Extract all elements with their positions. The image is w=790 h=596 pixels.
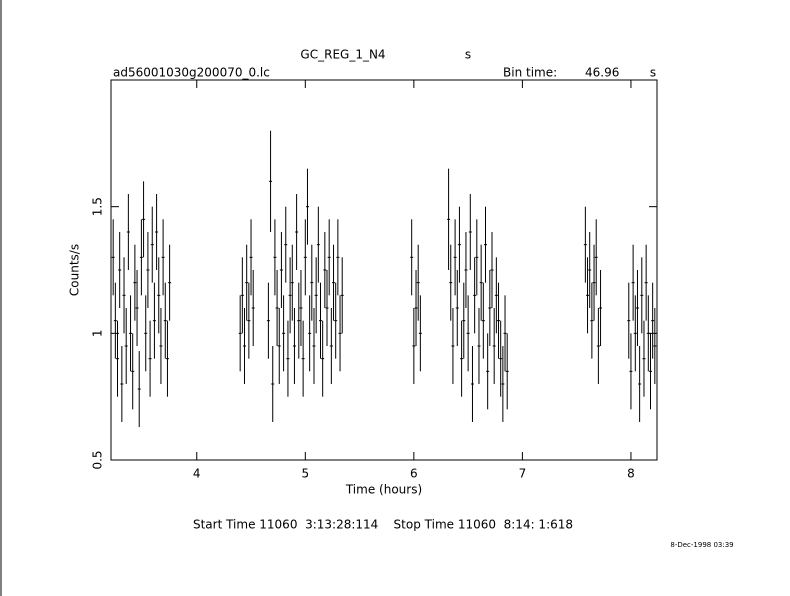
y-tick-label: 1.5 (91, 197, 105, 216)
bin-time-label: Bin time: (503, 66, 557, 80)
x-tick-label: 5 (301, 467, 309, 481)
bin-time: 46.96 (585, 66, 619, 80)
x-tick-label: 6 (410, 467, 418, 481)
x-tick-label: 7 (519, 467, 527, 481)
bin-time-unit: s (650, 66, 656, 80)
x-tick-label: 4 (193, 467, 201, 481)
title-unit: s (465, 48, 471, 62)
plot-date: 8-Dec-1998 03:39 (670, 541, 733, 549)
plot-frame (110, 79, 658, 461)
file-name: ad56001030g200070_0.lc (113, 66, 270, 80)
x-tick-label: 8 (627, 467, 635, 481)
y-axis-label: Counts/s (68, 244, 82, 296)
time-range: Start Time 11060 3:13:28:114 Stop Time 1… (193, 518, 573, 532)
y-tick-label: 1 (91, 330, 105, 338)
y-tick-label: 0.5 (91, 450, 105, 469)
chart-title: GC_REG_1_N4 (300, 48, 385, 62)
x-axis-label: Time (hours) (345, 483, 422, 497)
